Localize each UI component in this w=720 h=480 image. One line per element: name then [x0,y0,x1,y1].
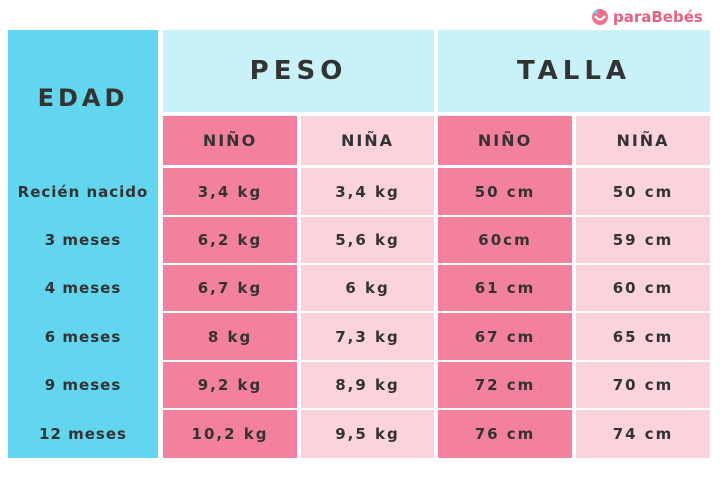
value-cell: 7,3 kg [301,313,434,360]
value-cell: 6,2 kg [163,217,297,263]
value-cell: 9,5 kg [301,410,434,458]
value-cell: 50 cm [438,168,572,215]
value-cell: 60cm [438,217,572,263]
value-cell: 10,2 kg [163,410,297,458]
value-cell: 3,4 kg [301,168,434,215]
subheader-cell: NIÑA [576,116,710,165]
edad-header: EDAD [37,83,129,112]
value-cell: 61 cm [438,265,572,311]
peso-header: PESO [163,30,434,112]
value-cell: 65 cm [576,313,710,360]
subheader-cell: NIÑO [438,116,572,165]
age-cell: 9 meses [8,362,158,408]
logo: paraBebés [590,6,703,28]
value-cell: 60 cm [576,265,710,311]
logo-icon [592,9,608,25]
value-cell: 70 cm [576,362,710,408]
value-cell: 67 cm [438,313,572,360]
value-cell: 74 cm [576,410,710,458]
value-cell: 6,7 kg [163,265,297,311]
age-cell: Recién nacido [8,168,158,215]
value-cell: 5,6 kg [301,217,434,263]
value-cell: 50 cm [576,168,710,215]
value-cell: 8,9 kg [301,362,434,408]
age-cell: 12 meses [8,410,158,458]
value-cell: 59 cm [576,217,710,263]
age-cell: 3 meses [8,217,158,263]
age-cell: 6 meses [8,313,158,360]
talla-header: TALLA [438,30,710,112]
value-cell: 6 kg [301,265,434,311]
value-cell: 8 kg [163,313,297,360]
value-cell: 9,2 kg [163,362,297,408]
subheader-cell: NIÑO [163,116,297,165]
value-cell: 3,4 kg [163,168,297,215]
value-cell: 76 cm [438,410,572,458]
subheader-cell: NIÑA [301,116,434,165]
logo-text: paraBebés [613,8,703,26]
value-cell: 72 cm [438,362,572,408]
age-cell: 4 meses [8,265,158,311]
